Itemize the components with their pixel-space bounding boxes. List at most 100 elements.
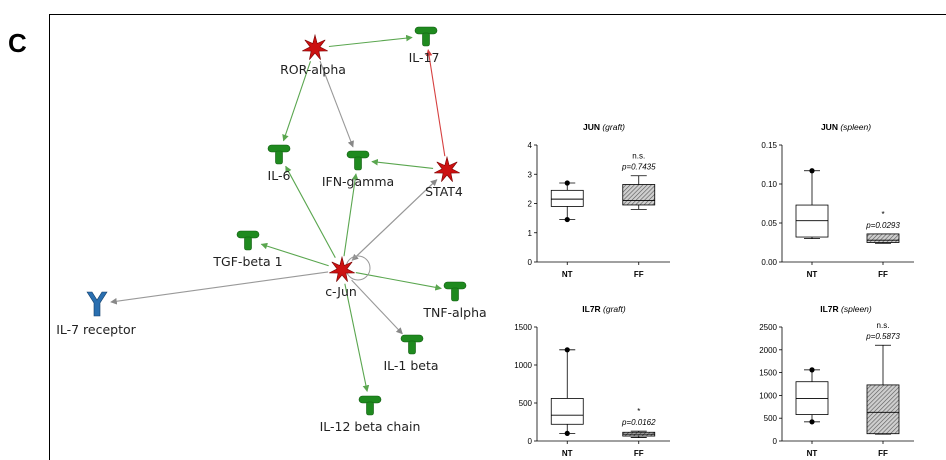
transcription-factor-icon <box>434 155 460 182</box>
y-tick-label: 500 <box>519 399 533 408</box>
chart-title: JUN (spleen) <box>821 122 871 132</box>
outlier-point <box>809 168 815 174</box>
box-nt: NT <box>550 180 584 279</box>
significance-marker: n.s. <box>632 152 645 161</box>
p-value: p=0.7435 <box>621 163 656 172</box>
panel-letter: C <box>8 28 27 58</box>
y-tick-label: 2000 <box>759 346 777 355</box>
y-tick-label: 0.10 <box>761 180 777 189</box>
box-ff: FF <box>866 233 900 279</box>
y-tick-label: 0.00 <box>761 258 777 267</box>
box-nt: NT <box>795 367 829 458</box>
transcription-factor-icon <box>302 33 328 60</box>
interaction-network: ROR-alpha IL-17 IL-6 IFN-gamma STAT4 TGF-beta… <box>56 26 487 434</box>
box-nt: NT <box>795 168 829 279</box>
node-label-il1b: IL-1 beta <box>383 358 438 373</box>
node-il12b: IL-12 beta chain <box>320 395 421 434</box>
category-label: FF <box>878 270 888 279</box>
y-tick-label: 0.05 <box>761 219 777 228</box>
p-value: p=0.0162 <box>621 418 656 427</box>
ligand-icon <box>346 150 370 171</box>
boxplot-1: JUN (graft) 0 1 2 3 4 NT FF n.s. p=0.7435 <box>528 122 670 279</box>
y-tick-label: 1500 <box>514 323 532 332</box>
y-tick-label: 2500 <box>759 323 777 332</box>
node-label-cjun: c-Jun <box>325 284 357 299</box>
category-label: NT <box>807 449 818 458</box>
edge-cjun-stat4 <box>351 179 438 261</box>
iqr-box <box>622 184 656 206</box>
edge-cjun-il7r <box>110 271 329 305</box>
outlier-point <box>564 180 570 186</box>
outlier-point <box>564 347 570 353</box>
edge-cjun-il6 <box>285 165 336 258</box>
node-ror: ROR-alpha <box>280 33 346 77</box>
y-tick-label: 1 <box>528 229 533 238</box>
y-tick-label: 4 <box>528 141 533 150</box>
outlier-point <box>809 367 815 373</box>
node-label-stat4: STAT4 <box>425 184 463 199</box>
node-label-ifng: IFN-gamma <box>322 174 394 189</box>
boxplot-charts: JUN (graft) 0 1 2 3 4 NT FF n.s. p=0.7435 JUN (spl… <box>514 122 914 458</box>
node-label-ror: ROR-alpha <box>280 62 346 77</box>
box-ff: FF <box>622 175 656 279</box>
box-nt: NT <box>550 347 584 458</box>
p-value: p=0.0293 <box>865 221 900 230</box>
category-label: FF <box>634 449 644 458</box>
chart-title: IL7R (graft) <box>582 304 626 314</box>
box-ff: FF <box>866 344 900 458</box>
category-label: FF <box>634 270 644 279</box>
y-tick-label: 0 <box>528 437 533 446</box>
y-tick-label: 2 <box>528 200 533 209</box>
edge-cjun-self-loop <box>345 255 371 281</box>
network-edges <box>110 34 446 392</box>
y-tick-label: 3 <box>528 170 533 179</box>
node-stat4: STAT4 <box>425 155 463 199</box>
edge-ror-ifng <box>319 60 354 148</box>
node-il7r: IL-7 receptor <box>56 291 137 337</box>
ligand-icon <box>267 144 291 165</box>
node-label-il7r: IL-7 receptor <box>56 322 136 337</box>
category-label: FF <box>878 449 888 458</box>
iqr-box <box>795 381 829 415</box>
boxplot-3: IL7R (graft) 0 500 1000 1500 NT FF * p=0.0162 <box>514 304 670 458</box>
outlier-point <box>809 419 815 425</box>
node-il1b: IL-1 beta <box>383 334 439 373</box>
ligand-icon <box>236 230 260 251</box>
receptor-icon <box>86 291 108 317</box>
edge-stat4-ifng <box>371 158 434 169</box>
y-tick-label: 1000 <box>759 391 777 400</box>
node-il6: IL-6 <box>267 144 291 183</box>
outlier-point <box>564 430 570 436</box>
outlier-point <box>564 216 570 223</box>
node-label-tgfb: TGF-beta 1 <box>212 254 282 269</box>
boxplot-4: IL7R (spleen) 0 500 1000 1500 2000 2500 NT FF n.s… <box>759 304 914 458</box>
y-tick-label: 1000 <box>514 361 532 370</box>
y-tick-label: 0 <box>528 258 533 267</box>
edge-cjun-ifng <box>343 173 359 257</box>
ligand-icon <box>414 26 438 47</box>
p-value: p=0.5873 <box>865 332 900 341</box>
edge-cjun-tgfb <box>260 242 329 267</box>
edge-ror-il17 <box>328 34 413 48</box>
node-ifng: IFN-gamma <box>322 150 394 189</box>
edge-cjun-tnfa <box>355 272 442 291</box>
node-cjun: c-Jun <box>325 255 357 299</box>
edge-cjun-il1b <box>351 279 403 335</box>
edge-ror-il6 <box>282 61 312 142</box>
significance-marker: n.s. <box>877 321 890 330</box>
node-il17: IL-17 <box>409 26 439 65</box>
iqr-box <box>550 189 584 207</box>
y-tick-label: 1500 <box>759 369 777 378</box>
transcription-factor-icon <box>329 255 355 282</box>
significance-annotation: n.s. p=0.7435 <box>621 152 656 172</box>
significance-marker: * <box>637 407 640 416</box>
figure-frame <box>49 14 946 460</box>
category-label: NT <box>562 449 573 458</box>
ligand-icon <box>443 281 467 302</box>
node-label-il12b: IL-12 beta chain <box>320 419 421 434</box>
iqr-box <box>866 384 900 435</box>
ligand-icon <box>358 395 382 416</box>
y-tick-label: 0.15 <box>761 141 777 150</box>
edge-cjun-il12b <box>344 283 370 392</box>
